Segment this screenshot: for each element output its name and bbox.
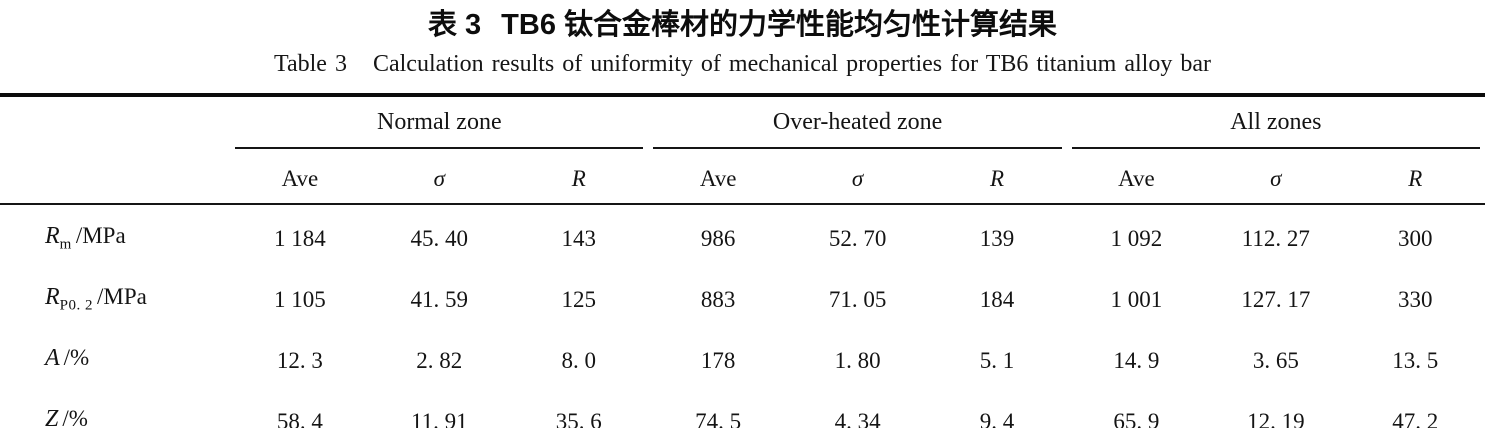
cell-value: 41. 59 — [410, 286, 469, 312]
cell-value: 178 — [700, 347, 736, 373]
col-header-range: R — [509, 149, 649, 205]
cell-value: 143 — [561, 225, 596, 251]
table-row-rp02: RP0. 2/MPa 1 105 41. 59 125 883 71. 05 1… — [0, 266, 1485, 327]
group-header-overheated-zone: Over-heated zone — [648, 95, 1066, 149]
cell-value: 330 — [1398, 286, 1433, 312]
cell-value: 4. 34 — [834, 408, 881, 428]
cell-value: 45. 40 — [410, 225, 469, 251]
row-label-z: Z/% — [45, 406, 88, 428]
cell-value: 127. 17 — [1241, 286, 1311, 312]
col-header-sigma: σ — [369, 149, 510, 205]
cell-value: 3. 65 — [1252, 347, 1299, 373]
cell-value: 9. 4 — [979, 408, 1015, 428]
col-header-sigma: σ — [1206, 149, 1346, 205]
cell-value: 1 105 — [274, 286, 326, 312]
cell-value: 11. 91 — [410, 408, 468, 428]
col-header-sigma: σ — [787, 149, 928, 205]
cell-value: 52. 70 — [828, 225, 887, 251]
cell-value: 139 — [979, 225, 1015, 251]
col-header-range: R — [1345, 149, 1485, 205]
cell-value: 8. 0 — [561, 347, 596, 373]
group-header-normal-zone-label: Normal zone — [235, 106, 644, 149]
table-number-en: Table 3 — [274, 51, 347, 77]
table-caption-zh: 表 3 TB6 钛合金棒材的力学性能均匀性计算结果 — [0, 8, 1485, 42]
col-header-ave: Ave — [648, 149, 788, 205]
cell-value: 1 184 — [274, 225, 326, 251]
table-row-z: Z/% 58. 4 11. 91 35. 6 74. 5 4. 34 9. 4 … — [0, 388, 1485, 428]
cell-value: 74. 5 — [695, 408, 742, 428]
row-label-rp02: RP0. 2/MPa — [45, 284, 147, 314]
cell-value: 5. 1 — [979, 347, 1015, 373]
cell-value: 112. 27 — [1241, 225, 1310, 251]
cell-value: 2. 82 — [416, 347, 463, 373]
group-header-normal-zone: Normal zone — [230, 95, 648, 149]
mechanical-properties-table: Normal zone Over-heated zone All zones A… — [0, 93, 1485, 428]
cell-value: 14. 9 — [1113, 347, 1160, 373]
table-row-rm: Rm/MPa 1 184 45. 40 143 986 52. 70 139 1… — [0, 204, 1485, 266]
cell-value: 125 — [561, 286, 596, 312]
cell-value: 184 — [979, 286, 1015, 312]
cell-value: 71. 05 — [828, 286, 887, 312]
table-caption-en: Table 3 Calculation results of uniformity… — [0, 49, 1485, 79]
row-label-a: A/% — [45, 345, 90, 372]
col-header-ave: Ave — [230, 149, 370, 205]
group-header-all-zones-label: All zones — [1071, 106, 1480, 149]
table-row-a: A/% 12. 3 2. 82 8. 0 178 1. 80 5. 1 14. … — [0, 327, 1485, 388]
table-caption-en-text: Calculation results of uniformity of mec… — [372, 51, 1211, 77]
cell-value: 58. 4 — [276, 408, 323, 428]
cell-value: 35. 6 — [555, 408, 602, 428]
col-header-range: R — [927, 149, 1067, 205]
cell-value: 12. 3 — [276, 347, 323, 373]
cell-value: 883 — [700, 286, 736, 312]
cell-value: 65. 9 — [1113, 408, 1160, 428]
cell-value: 986 — [700, 225, 736, 251]
table-caption-zh-text: TB6 钛合金棒材的力学性能均匀性计算结果 — [501, 9, 1058, 41]
group-header-all-zones: All zones — [1067, 95, 1485, 149]
group-header-overheated-zone-label: Over-heated zone — [653, 106, 1062, 149]
cell-value: 12. 19 — [1247, 408, 1305, 428]
cell-value: 1. 80 — [834, 347, 881, 373]
cell-value: 300 — [1398, 225, 1433, 251]
cell-value: 13. 5 — [1392, 347, 1439, 373]
row-label-rm: Rm/MPa — [45, 223, 126, 253]
corner-cell — [0, 95, 231, 205]
cell-value: 47. 2 — [1392, 408, 1439, 428]
cell-value: 1 092 — [1110, 225, 1163, 251]
table-number-zh: 表 3 — [427, 9, 482, 41]
col-header-ave: Ave — [1066, 149, 1207, 205]
cell-value: 1 001 — [1110, 286, 1163, 312]
